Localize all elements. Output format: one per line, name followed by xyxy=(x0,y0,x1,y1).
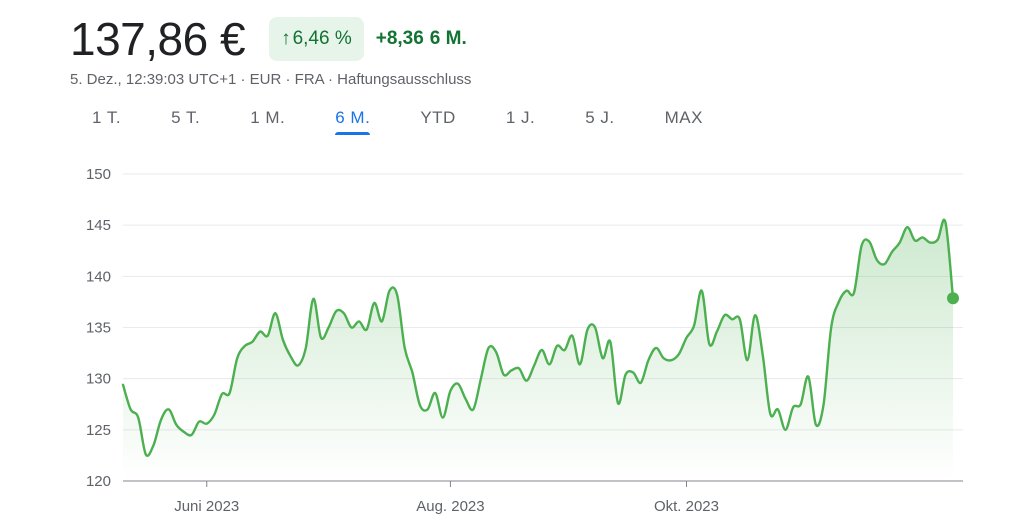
absolute-change: +8,36 6 M. xyxy=(376,28,467,50)
tab-ytd[interactable]: YTD xyxy=(420,108,456,127)
absolute-change-value: +8,36 xyxy=(375,28,424,49)
price-header: 137,86 € ↑ 6,46 % +8,36 6 M. xyxy=(70,12,467,66)
x-tick-label: Okt. 2023 xyxy=(654,498,719,515)
y-tick-label: 130 xyxy=(86,371,111,388)
tab-5-years[interactable]: 5 J. xyxy=(585,108,615,127)
price-area-fill xyxy=(123,219,953,481)
tab-5-days[interactable]: 5 T. xyxy=(171,108,201,127)
tab-max[interactable]: MAX xyxy=(664,108,703,127)
y-tick-label: 125 xyxy=(86,422,111,439)
current-price: 137,86 € xyxy=(70,13,246,65)
current-price-dot xyxy=(947,292,959,305)
y-tick-label: 135 xyxy=(86,320,111,337)
tab-1-day[interactable]: 1 T. xyxy=(92,108,122,127)
price-line xyxy=(121,218,955,457)
percent-change-value: 6,46 % xyxy=(292,28,352,49)
x-tick-label: Juni 2023 xyxy=(174,498,239,515)
tab-1-month[interactable]: 1 M. xyxy=(250,108,286,127)
absolute-change-period: 6 M. xyxy=(429,28,467,49)
x-tick-label: Aug. 2023 xyxy=(416,498,484,515)
quote-meta: 5. Dez., 12:39:03 UTC+1 · EUR · FRA · Ha… xyxy=(70,71,472,88)
y-tick-label: 120 xyxy=(86,473,111,490)
arrow-up-icon: ↑ xyxy=(281,28,291,49)
percent-change-badge: ↑ 6,46 % xyxy=(269,17,364,61)
y-tick-label: 145 xyxy=(86,217,111,234)
y-tick-label: 140 xyxy=(86,268,111,285)
tab-6-months[interactable]: 6 M. xyxy=(323,104,382,136)
tab-1-year[interactable]: 1 J. xyxy=(505,108,536,127)
y-tick-label: 150 xyxy=(86,166,111,183)
range-tabs: 1 T. 5 T. 1 M. 6 M. YTD 1 J. 5 J. MAX xyxy=(80,104,741,136)
